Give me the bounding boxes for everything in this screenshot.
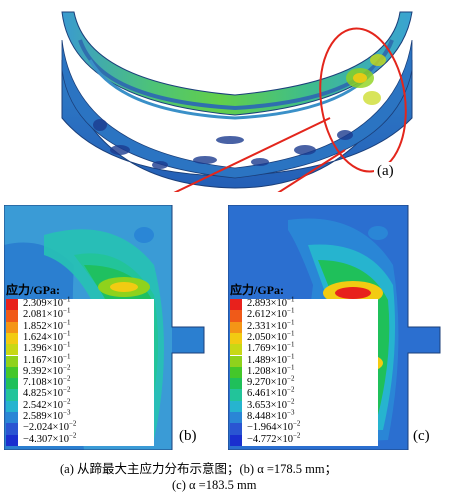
legend-row: 1.396×10−1 (6, 340, 154, 356)
legend-value: 9.392×10−2 (23, 363, 71, 377)
legend-swatch (230, 332, 242, 345)
legend-row: 4.825×10−2 (6, 385, 154, 401)
legend-row: 6.461×10−2 (230, 385, 378, 401)
legend-row: 1.624×10−1 (6, 329, 154, 345)
legend-value: 1.489×10−1 (247, 352, 295, 366)
legend-swatch (230, 423, 242, 435)
legend-swatch (6, 310, 18, 322)
legend-value: −2.024×10−2 (23, 419, 77, 434)
legend-swatch (230, 355, 242, 367)
legend-value: 1.624×10−1 (23, 329, 71, 343)
legend-swatch (230, 310, 242, 322)
legend-swatch (6, 299, 18, 311)
legend-row: 2.612×10−1 (230, 306, 378, 322)
legend-swatch (6, 412, 18, 424)
legend-b: 应力/GPa: 2.309×10−1 2.081×10−1 1.852×10−1 1.… (4, 281, 154, 446)
legend-value: 2.589×10−3 (23, 408, 71, 422)
legend-row: 1.167×10−1 (6, 352, 154, 367)
panel-a: (a) (0, 0, 450, 204)
legend-swatch (6, 434, 18, 446)
legend-swatch (6, 378, 18, 390)
legend-value: 1.208×10−1 (247, 363, 295, 377)
legend-swatch (230, 434, 242, 446)
legend-swatch (6, 344, 18, 356)
legend-swatch (6, 400, 18, 412)
legend-row: 7.108×10−2 (6, 374, 154, 390)
legend-value: 1.769×10−1 (247, 340, 295, 355)
legend-row: 1.489×10−1 (230, 352, 378, 367)
legend-row: 2.331×10−1 (230, 318, 378, 333)
legend-c-title: 应力/GPa: (230, 281, 284, 298)
legend-swatch (230, 412, 242, 424)
legend-row: 9.392×10−2 (6, 363, 154, 379)
legend-swatch (230, 366, 242, 379)
legend-value: 2.612×10−1 (247, 306, 295, 321)
legend-swatch (230, 389, 242, 401)
panel-a-label: (a) (374, 162, 397, 180)
legend-row: 8.448×10−3 (230, 408, 378, 424)
caption-line-2: (c) α =183.5 mm (172, 478, 257, 492)
legend-value: 4.825×10−2 (23, 385, 71, 400)
legend-swatch (6, 389, 18, 401)
legend-row: −4.307×10−2 (6, 431, 154, 446)
legend-value: 2.309×10−1 (23, 295, 71, 309)
legend-swatch (230, 344, 242, 356)
legend-value: 7.108×10−2 (23, 374, 71, 389)
legend-value: 2.542×10−2 (23, 397, 71, 411)
legend-row: −4.772×10−2 (230, 431, 378, 446)
legend-swatch (6, 423, 18, 435)
arrow-to-b (154, 117, 331, 203)
panel-b: 应力/GPa: 2.309×10−1 2.081×10−1 1.852×10−1 1.… (3, 204, 206, 451)
panel-c-label: (c) (410, 427, 433, 445)
legend-value: −1.964×10−2 (247, 419, 301, 434)
legend-swatch (230, 378, 242, 390)
legend-value: 8.448×10−3 (247, 408, 295, 422)
legend-swatch (230, 321, 242, 333)
legend-value: 6.461×10−2 (247, 385, 295, 400)
legend-value: −4.772×10−2 (247, 431, 301, 445)
legend-row: 2.542×10−2 (6, 397, 154, 412)
legend-swatch (6, 366, 18, 379)
legend-swatch (230, 299, 242, 311)
legend-value: 2.081×10−1 (23, 306, 71, 321)
legend-row: −1.964×10−2 (230, 419, 378, 435)
legend-row: 3.653×10−2 (230, 397, 378, 412)
legend-value: 2.050×10−1 (247, 329, 295, 343)
legend-row: 1.208×10−1 (230, 363, 378, 379)
panel-c: 应力/GPa: 2.893×10−1 2.612×10−1 2.331×10−1 2.… (227, 204, 450, 451)
brake-shoe-render (61, 11, 413, 204)
legend-row: 9.270×10−2 (230, 374, 378, 390)
legend-c: 应力/GPa: 2.893×10−1 2.612×10−1 2.331×10−1 2.… (228, 281, 378, 446)
legend-swatch (6, 321, 18, 333)
caption-line-1: (a) 从蹄最大主应力分布示意图；(b) α =178.5 mm； (60, 462, 338, 476)
legend-value: 2.893×10−1 (247, 295, 295, 309)
legend-b-title: 应力/GPa: (6, 281, 60, 298)
legend-value: 1.167×10−1 (23, 352, 71, 366)
legend-row: 2.893×10−1 (230, 295, 378, 311)
legend-row: −2.024×10−2 (6, 419, 154, 435)
legend-value: 1.396×10−1 (23, 340, 71, 355)
legend-swatch (6, 355, 18, 367)
legend-swatch (6, 332, 18, 345)
legend-value: 1.852×10−1 (23, 318, 71, 332)
highlight-ellipse (319, 27, 407, 173)
legend-value: 2.331×10−1 (247, 318, 295, 332)
legend-value: 3.653×10−2 (247, 397, 295, 411)
legend-value: 9.270×10−2 (247, 374, 295, 389)
legend-value: −4.307×10−2 (23, 431, 77, 445)
legend-swatch (230, 400, 242, 412)
legend-row: 2.589×10−3 (6, 408, 154, 424)
legend-row: 2.081×10−1 (6, 306, 154, 322)
legend-row: 2.309×10−1 (6, 295, 154, 311)
panel-b-label: (b) (176, 427, 200, 445)
legend-row: 2.050×10−1 (230, 329, 378, 345)
legend-row: 1.769×10−1 (230, 340, 378, 356)
legend-row: 1.852×10−1 (6, 318, 154, 333)
